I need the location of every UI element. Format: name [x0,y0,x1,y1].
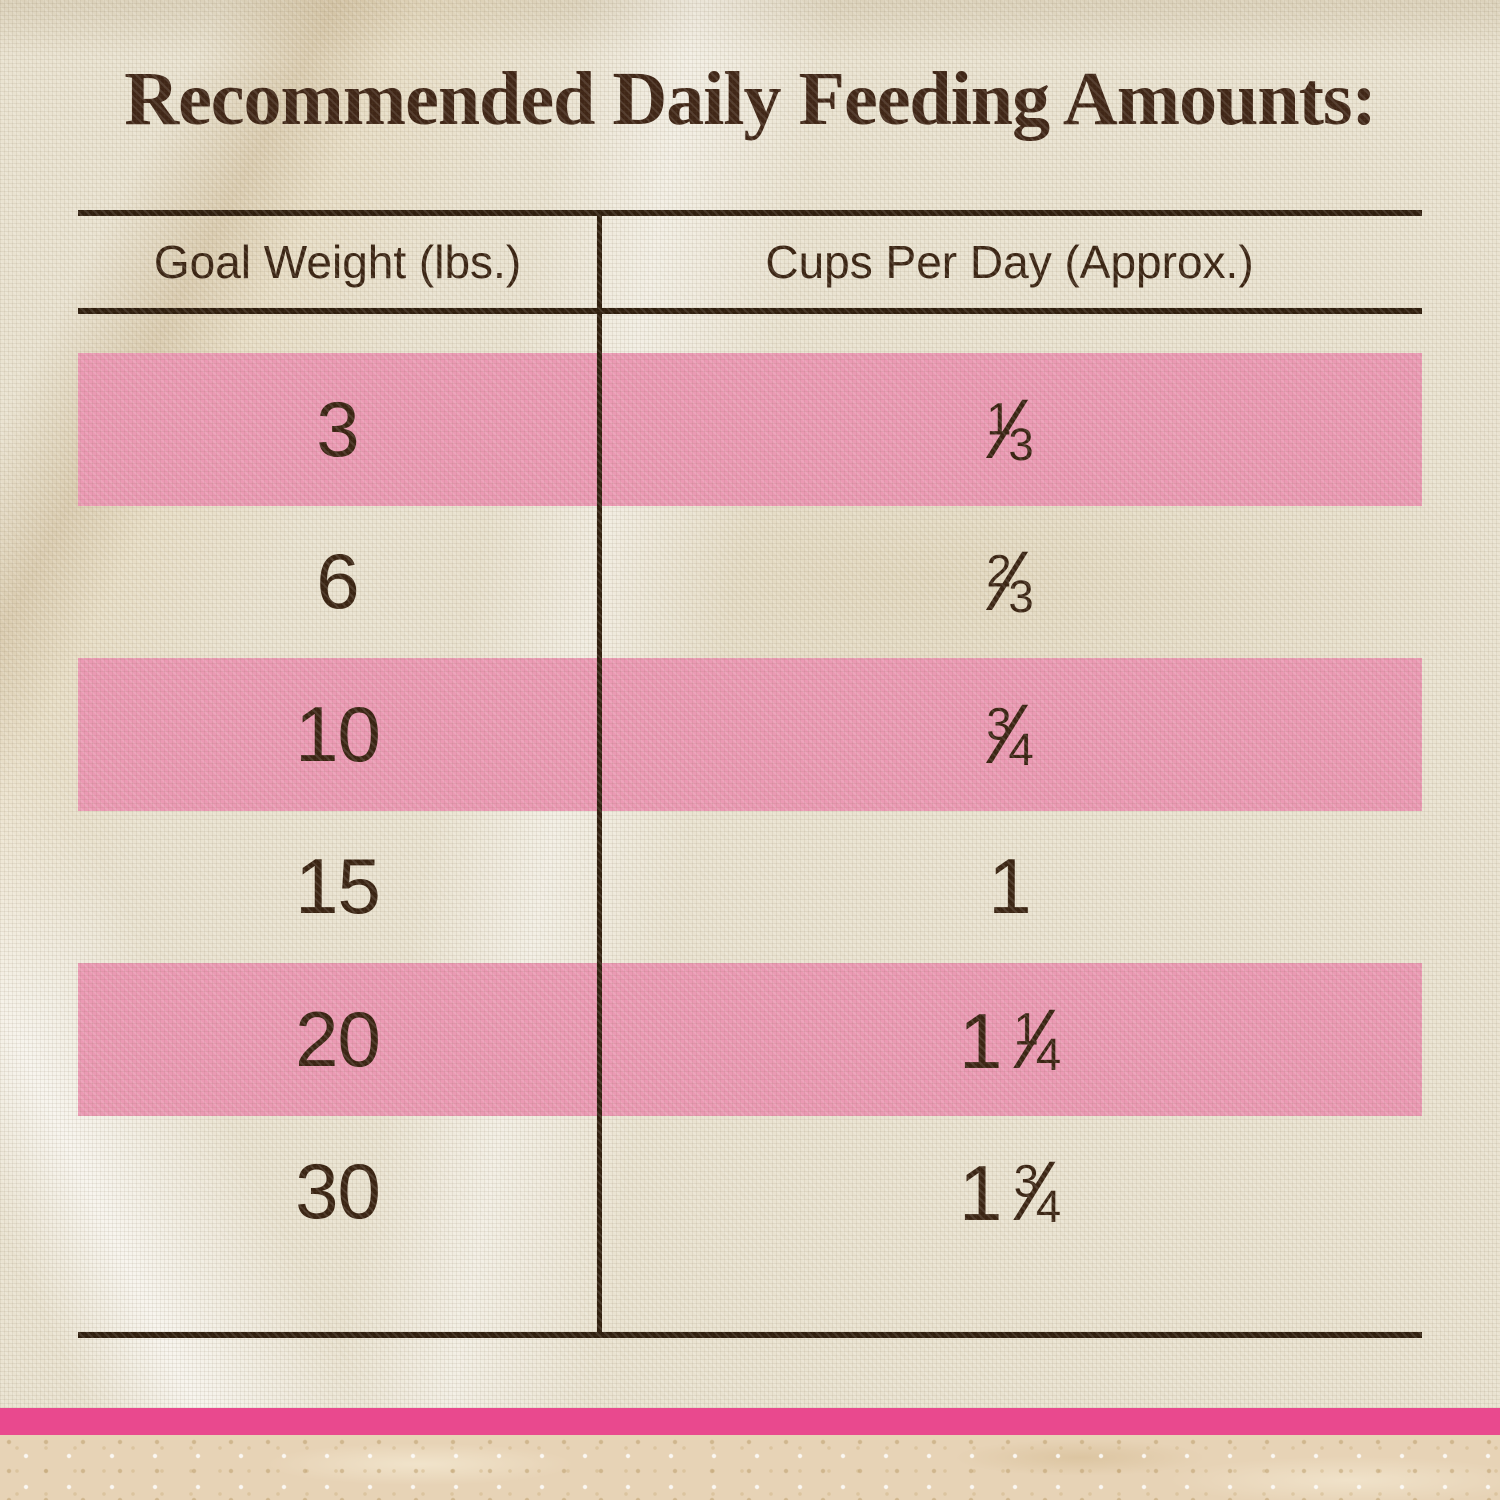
feeding-amounts-table: Goal Weight (lbs.) Cups Per Day (Approx.… [78,210,1422,1338]
page-title: Recommended Daily Feeding Amounts: [124,57,1377,141]
cups-per-day-value: 1⁄3 [986,381,1033,476]
cups-per-day-value: 2⁄3 [986,534,1033,629]
header-bottom-border [78,308,1422,314]
goal-weight-value: 3 [316,384,359,473]
table-row: 10 3⁄4 [78,658,1422,811]
table-row: 20 1 1⁄4 [78,963,1422,1116]
cups-per-day-value: 1 3⁄4 [958,1144,1061,1239]
table-row: 15 1 [78,811,1422,964]
accent-bar [0,1408,1500,1435]
marble-strip [0,1435,1500,1500]
cups-per-day-value: 1 [988,842,1031,931]
goal-weight-value: 15 [295,842,381,931]
table-row: 30 1 3⁄4 [78,1116,1422,1269]
goal-weight-value: 20 [295,994,381,1083]
table-body: 3 1⁄3 6 2⁄3 10 3⁄4 15 1 20 1 1⁄4 30 1 3⁄4 [78,314,1422,1332]
goal-weight-value: 30 [295,1147,381,1236]
column-header-goal-weight: Goal Weight (lbs.) [153,236,522,288]
goal-weight-value: 6 [316,537,359,626]
table-header-row: Goal Weight (lbs.) Cups Per Day (Approx.… [78,216,1422,308]
table-row: 3 1⁄3 [78,353,1422,506]
table-bottom-border [78,1332,1422,1338]
cups-per-day-value: 1 1⁄4 [958,991,1061,1086]
table-top-border [78,210,1422,216]
goal-weight-value: 10 [295,689,381,778]
column-divider-line [597,210,602,1338]
table-row: 6 2⁄3 [78,506,1422,659]
cups-per-day-value: 3⁄4 [986,686,1033,781]
column-header-cups-per-day: Cups Per Day (Approx.) [765,236,1254,288]
